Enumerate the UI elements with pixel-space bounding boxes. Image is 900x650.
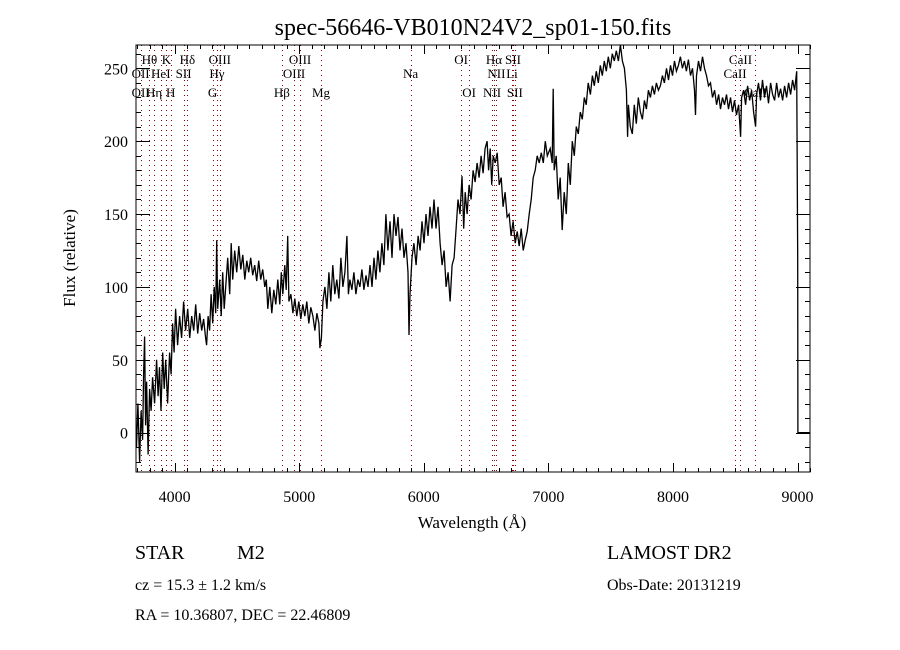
spectral-line-label: NII: [483, 85, 501, 100]
spectral-line-label: SII: [176, 66, 192, 81]
x-axis-label: Wavelength (Å): [418, 513, 527, 532]
x-tick-label: 7000: [532, 489, 564, 506]
spectral-line-label: OIII: [209, 52, 231, 67]
y-tick-label: 50: [112, 353, 128, 370]
obs-date: Obs-Date: 20131219: [607, 577, 741, 594]
x-tick-label: 8000: [657, 489, 689, 506]
spectral-line-label: Na: [403, 66, 418, 81]
spectral-line-label: NII: [487, 66, 505, 81]
spectral-line-label: SII: [505, 52, 521, 67]
chart-title: spec-56646-VB010N24V2_sp01-150.fits: [275, 15, 672, 41]
survey-name: LAMOST DR2: [607, 542, 732, 564]
spectral-line-label: Mg: [312, 85, 331, 100]
spectral-line-label: SII: [507, 85, 523, 100]
y-tick-label: 150: [104, 207, 128, 224]
spectral-line-label: OIII: [289, 52, 311, 67]
y-tick-label: 250: [104, 61, 128, 78]
spectrum-plot: [135, 44, 810, 462]
axes: 4000 5000 6000 7000 8000 9000 0 50 100 150 200 250: [104, 44, 814, 506]
object-subclass: M2: [237, 542, 265, 564]
spectral-line-label: Hγ: [209, 66, 224, 81]
x-tick-label: 9000: [782, 489, 814, 506]
y-tick-label: 200: [104, 134, 128, 151]
object-type: STAR: [135, 542, 185, 564]
spectral-line-label: HeI: [151, 66, 171, 81]
spectral-line-label: OI: [454, 52, 468, 67]
spectral-line-label: CaII: [723, 66, 746, 81]
x-tick-label: 5000: [283, 489, 315, 506]
y-tick-label: 0: [120, 426, 128, 443]
spectral-line-label: Hδ: [180, 52, 196, 67]
x-tick-label: 6000: [408, 489, 440, 506]
y-tick-label: 100: [104, 280, 128, 297]
spectrum-line: [135, 44, 810, 462]
spectral-line-label: Hβ: [274, 85, 290, 100]
spectral-line-label: OI: [462, 85, 476, 100]
spectral-line-label: OIII: [283, 66, 305, 81]
y-axis-label: Flux (relative): [60, 209, 79, 307]
redshift-text: cz = 15.3 ± 1.2 km/s: [135, 577, 266, 594]
spectral-line-label: H: [166, 85, 175, 100]
x-tick-label: 4000: [159, 489, 191, 506]
spectral-line-label: Li: [506, 66, 518, 81]
spectral-line-label: CaII: [729, 52, 752, 67]
spectral-line-label: K: [162, 52, 172, 67]
spectral-line-label: G: [208, 85, 217, 100]
spectral-line-label: Hη: [146, 85, 162, 100]
coordinates: RA = 10.36807, DEC = 22.46809: [135, 607, 350, 624]
spectral-line-label: Hα: [486, 52, 502, 67]
spectral-line-label: Hθ: [142, 52, 158, 67]
plot-frame: [135, 44, 811, 473]
